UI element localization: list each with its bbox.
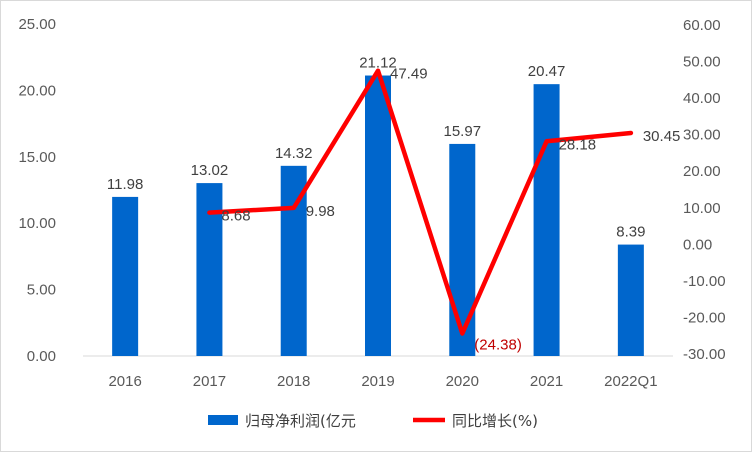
bar bbox=[365, 75, 391, 356]
x-axis-tick-label: 2017 bbox=[193, 373, 226, 390]
line-data-label: 30.45 bbox=[643, 128, 681, 145]
line-point bbox=[630, 132, 632, 134]
bar-data-labels: 11.98 13.02 14.32 21.12 15.97 20.47 8.39 bbox=[107, 55, 646, 241]
left-y-axis: 0.00 5.00 10.00 15.00 20.00 25.00 bbox=[18, 16, 56, 365]
line-data-label: 28.18 bbox=[559, 136, 597, 153]
line-data-label: 9.98 bbox=[306, 203, 335, 220]
legend-bar-swatch bbox=[208, 415, 238, 425]
line-point bbox=[546, 140, 548, 142]
legend[interactable]: 归母净利润(亿元 同比增长(%) bbox=[208, 412, 538, 430]
x-axis-tick-label: 2016 bbox=[108, 373, 141, 390]
bar-data-label: 14.32 bbox=[275, 145, 313, 162]
legend-line-label: 同比增长(%) bbox=[452, 412, 538, 430]
right-axis-tick-label: 10.00 bbox=[683, 200, 721, 217]
line-data-labels: 8.68 9.98 47.49 (24.38) 28.18 30.45 bbox=[221, 66, 680, 354]
line-point bbox=[293, 207, 295, 209]
x-axis-tick-labels: 2016 2017 2018 2019 2020 2021 2022Q1 bbox=[108, 373, 657, 390]
right-y-axis: -30.00 -20.00 -10.00 0.00 10.00 20.00 30.00 40.… bbox=[683, 17, 726, 363]
bar-data-label: 11.98 bbox=[107, 176, 143, 193]
line-point bbox=[461, 332, 463, 334]
right-axis-tick-label: -30.00 bbox=[683, 346, 726, 363]
legend-bar-label: 归母净利润(亿元 bbox=[245, 412, 356, 430]
left-axis-tick-label: 25.00 bbox=[18, 16, 56, 33]
x-axis-tick-label: 2022Q1 bbox=[604, 373, 657, 390]
bar bbox=[617, 244, 644, 356]
right-axis-tick-label: -10.00 bbox=[683, 273, 726, 290]
x-axis-tick-label: 2019 bbox=[361, 373, 394, 390]
left-axis-tick-label: 0.00 bbox=[27, 348, 56, 365]
bar bbox=[449, 143, 476, 356]
bar-data-label: 20.47 bbox=[528, 63, 566, 80]
bar-data-label: 21.12 bbox=[359, 55, 397, 72]
x-axis-tick-label: 2021 bbox=[530, 373, 563, 390]
line-point bbox=[377, 70, 379, 72]
bar bbox=[112, 196, 139, 356]
right-axis-tick-label: 50.00 bbox=[683, 54, 721, 71]
right-axis-tick-label: 60.00 bbox=[683, 17, 721, 34]
x-axis-tick-label: 2018 bbox=[277, 373, 310, 390]
right-axis-tick-label: 40.00 bbox=[683, 90, 721, 107]
bar bbox=[533, 84, 560, 357]
line-point bbox=[208, 212, 210, 214]
bar bbox=[196, 183, 223, 356]
line-data-label: 8.68 bbox=[221, 208, 250, 225]
line-series bbox=[207, 68, 634, 336]
left-axis-tick-label: 10.00 bbox=[18, 215, 56, 232]
right-axis-tick-label: -20.00 bbox=[683, 309, 726, 326]
bar-data-label: 15.97 bbox=[444, 123, 482, 140]
x-axis-tick-label: 2020 bbox=[446, 373, 479, 390]
line-data-label: (24.38) bbox=[474, 336, 522, 353]
bar-series bbox=[112, 75, 644, 357]
right-axis-tick-label: 30.00 bbox=[683, 127, 721, 144]
bar-data-label: 8.39 bbox=[616, 224, 645, 241]
growth-line bbox=[207, 68, 634, 336]
left-axis-tick-label: 20.00 bbox=[18, 82, 56, 99]
bar-data-label: 13.02 bbox=[191, 162, 229, 179]
right-axis-tick-label: 20.00 bbox=[683, 163, 721, 180]
left-axis-tick-label: 5.00 bbox=[27, 282, 56, 299]
right-axis-tick-label: 0.00 bbox=[683, 236, 712, 253]
line-data-label: 47.49 bbox=[390, 66, 428, 83]
left-axis-tick-label: 15.00 bbox=[18, 149, 56, 166]
